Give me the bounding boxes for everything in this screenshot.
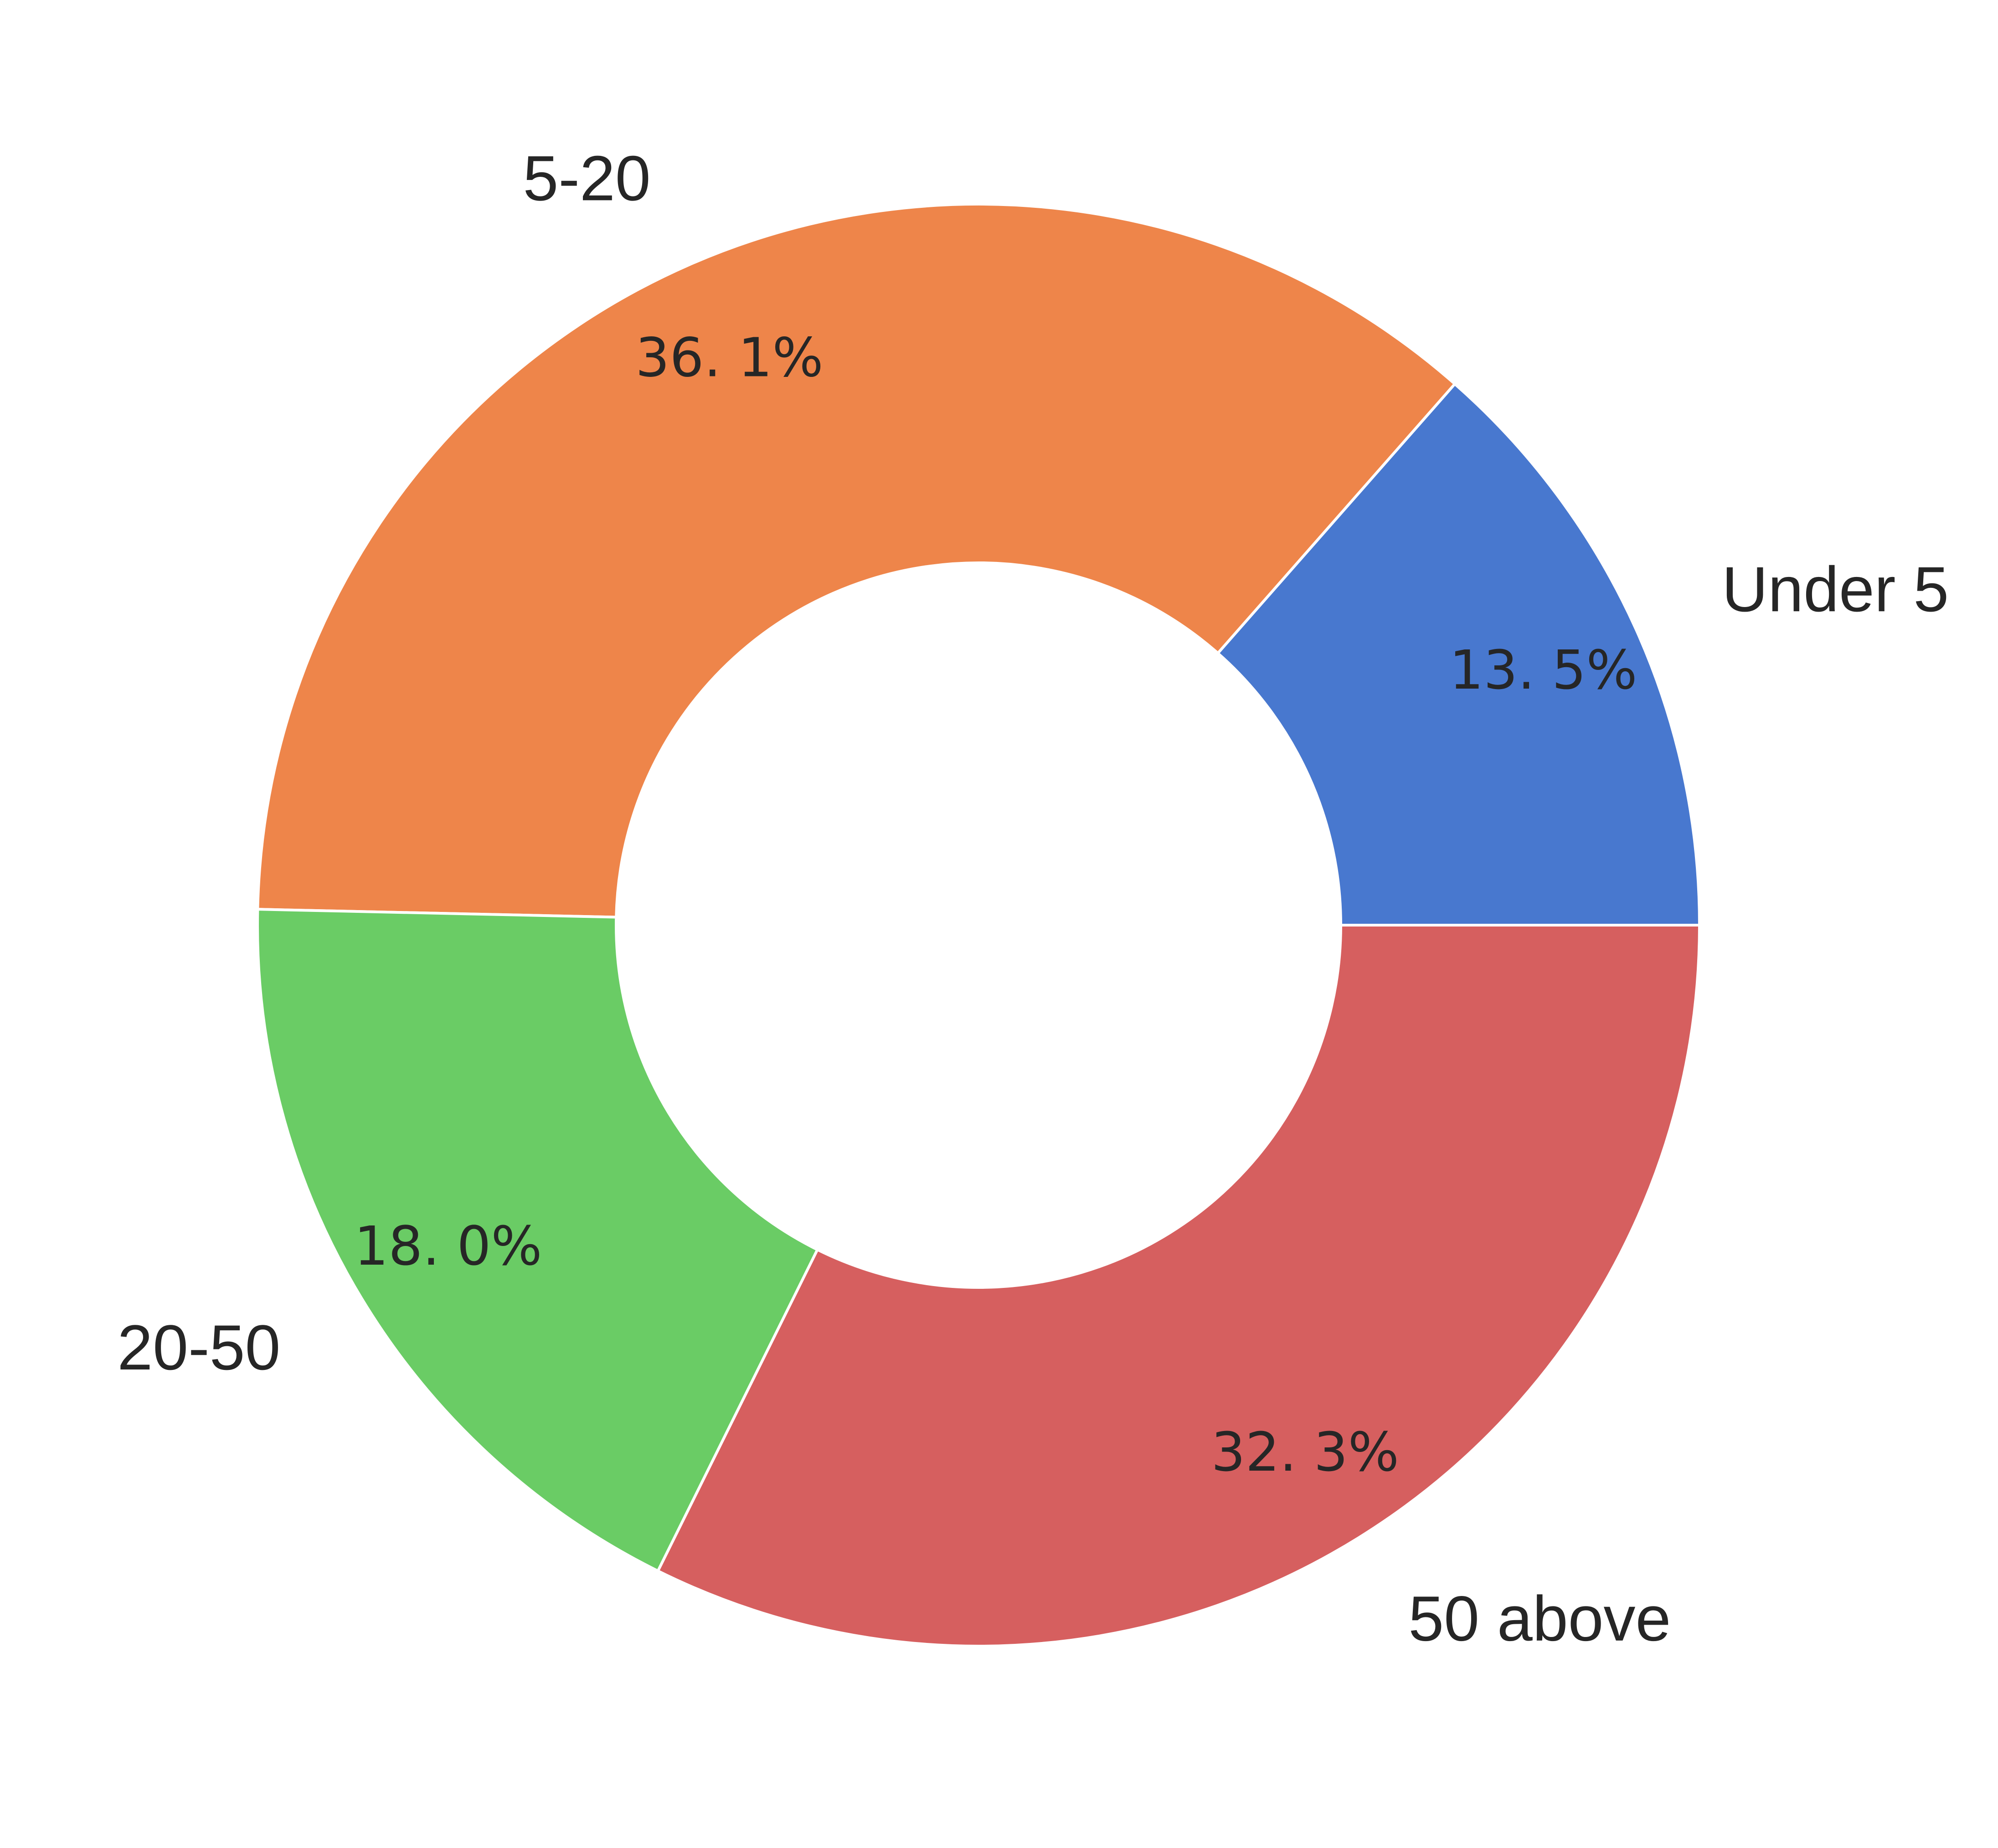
donut-slice-5-20	[256, 203, 1457, 919]
slice-percent-label-under-5: 13. 5%	[1449, 638, 1637, 701]
slice-category-label-5-20: 5-20	[523, 142, 650, 214]
donut-slice-20-50	[256, 908, 819, 1573]
slice-category-label-under-5: Under 5	[1722, 553, 1949, 625]
slice-percent-label-50-above: 32. 3%	[1211, 1421, 1399, 1483]
slice-category-label-50-above: 50 above	[1408, 1583, 1671, 1654]
donut-slice-50-above	[656, 924, 1701, 1647]
donut-slice-under-5	[1216, 382, 1701, 927]
slice-percent-label-5-20: 36. 1%	[635, 326, 823, 389]
slice-category-label-20-50: 20-50	[117, 1312, 280, 1383]
slice-percent-label-20-50: 18. 0%	[354, 1215, 542, 1277]
